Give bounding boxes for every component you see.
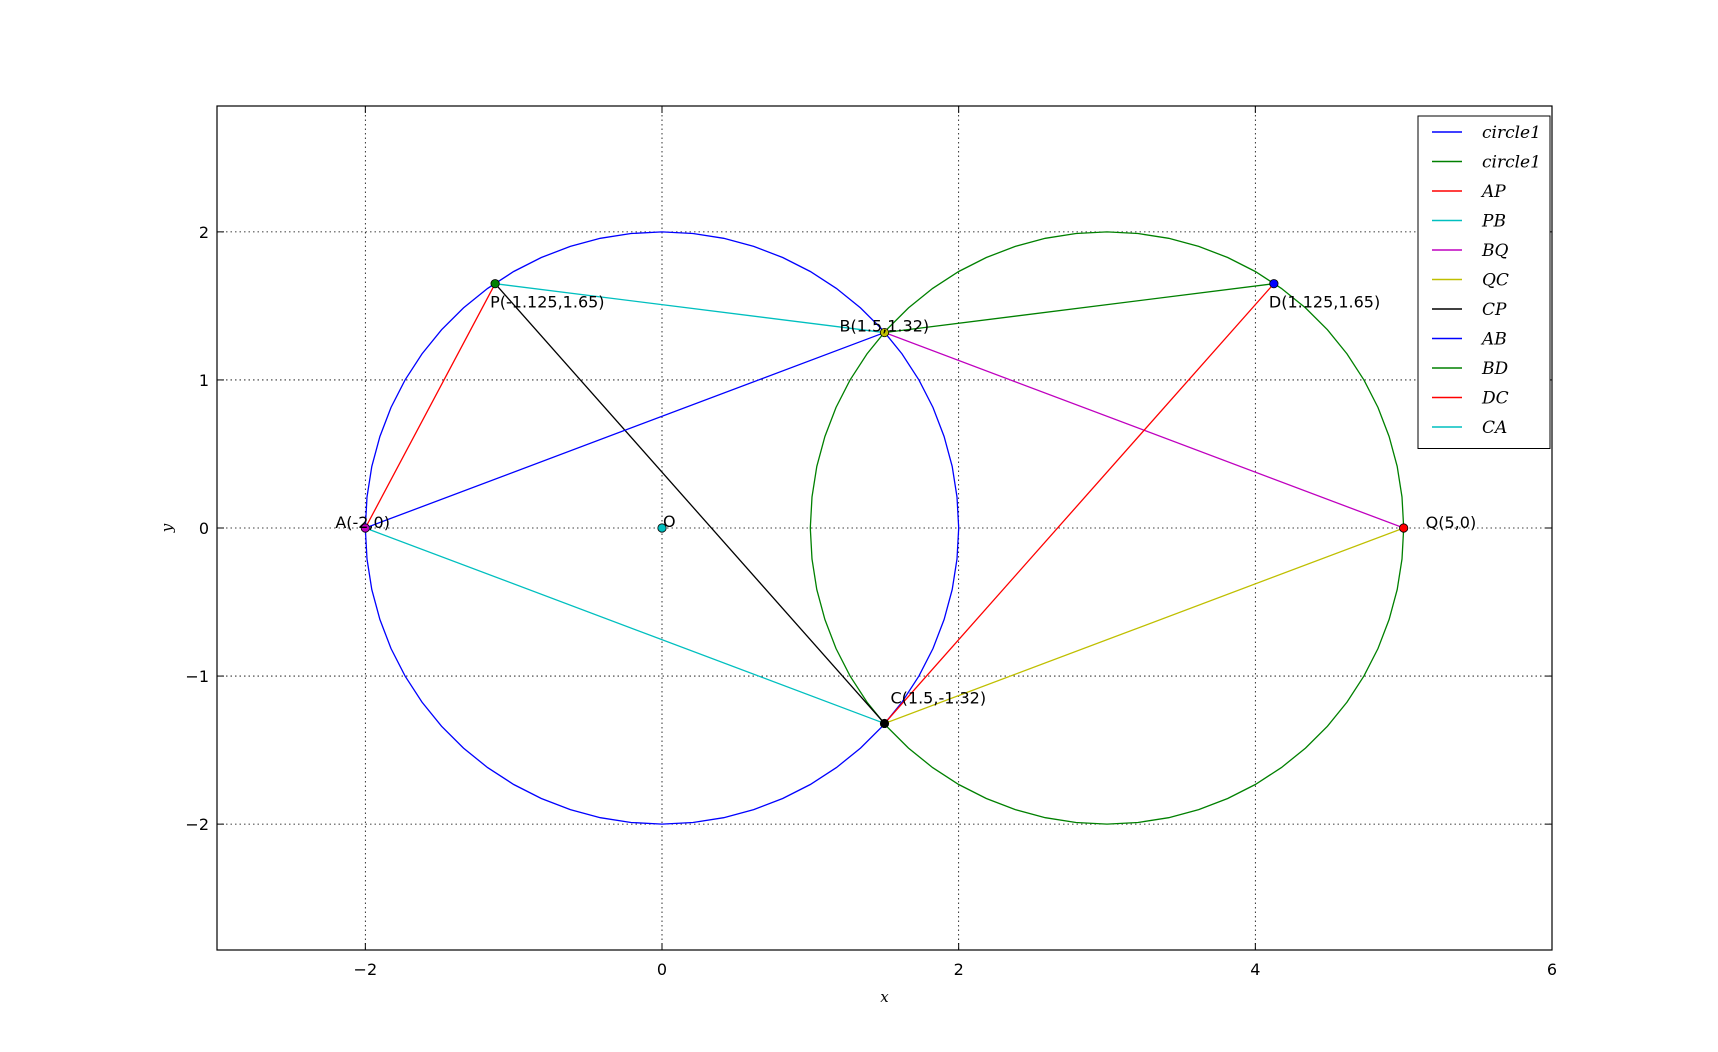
- point-marker: [360, 523, 370, 533]
- legend-entry-label: CP: [1482, 300, 1507, 320]
- x-tick-label: 2: [954, 960, 964, 979]
- legend-entry-label: BD: [1481, 359, 1508, 379]
- point-marker: [657, 523, 667, 533]
- axis-ticks: −2 0 2 4 6 −2 −1 0 1 2: [185, 106, 1557, 979]
- legend-entry-label: QC: [1482, 271, 1509, 291]
- legend-entry-label: CA: [1482, 418, 1507, 438]
- grid: [217, 106, 1552, 950]
- point-marker: [1399, 523, 1409, 533]
- legend: circle1 circle1 AP PB BQ QC CP AB BD DC CA: [1417, 115, 1551, 449]
- legend-entry-label: AP: [1480, 182, 1506, 202]
- y-tick-label: 1: [199, 371, 209, 390]
- segment-CA: [365, 527, 885, 725]
- plot-area: P(-1.125,1.65) B(1.5,1.32) D(1.125,1.65) A(…: [335, 231, 1477, 825]
- y-tick-label: −2: [185, 815, 209, 834]
- x-tick-label: −2: [354, 960, 378, 979]
- y-tick-label: 2: [199, 223, 209, 242]
- point-marker: [879, 327, 890, 338]
- x-tick-label: 6: [1547, 960, 1557, 979]
- point-marker: [490, 279, 500, 289]
- point-label: D(1.125,1.65): [1269, 293, 1380, 312]
- segment-QC: [884, 527, 1404, 725]
- x-axis-label: x: [880, 988, 889, 1006]
- segment-BD: [884, 283, 1274, 334]
- legend-entry-label: circle1: [1482, 123, 1541, 143]
- y-axis-label: y: [158, 523, 176, 533]
- y-tick-label: −1: [185, 667, 209, 686]
- legend-box: [1417, 115, 1551, 449]
- segment-AP: [364, 283, 496, 529]
- legend-entry-label: PB: [1481, 212, 1506, 232]
- legend-entry-label: AB: [1480, 330, 1507, 350]
- point-label: A(-2,0): [335, 513, 390, 532]
- legend-entry-label: BQ: [1481, 241, 1508, 261]
- point-label: P(-1.125,1.65): [490, 293, 604, 312]
- point-label: C(1.5,-1.32): [891, 688, 987, 707]
- point-label: O: [663, 512, 676, 531]
- legend-entry-label: DC: [1481, 389, 1509, 409]
- x-tick-label: 0: [657, 960, 667, 979]
- legend-entry-label: circle1: [1482, 153, 1541, 173]
- y-tick-label: 0: [199, 519, 209, 538]
- segment-AB: [365, 331, 885, 529]
- point-label: Q(5,0): [1426, 513, 1477, 532]
- segment-PB: [495, 283, 885, 334]
- point-marker: [1269, 279, 1279, 289]
- x-tick-label: 4: [1250, 960, 1260, 979]
- point-label: B(1.5,1.32): [840, 317, 930, 336]
- point-marker: [879, 718, 890, 729]
- series-circle1: [809, 231, 1405, 825]
- segment-DC: [884, 283, 1275, 724]
- segment-CP: [494, 283, 885, 724]
